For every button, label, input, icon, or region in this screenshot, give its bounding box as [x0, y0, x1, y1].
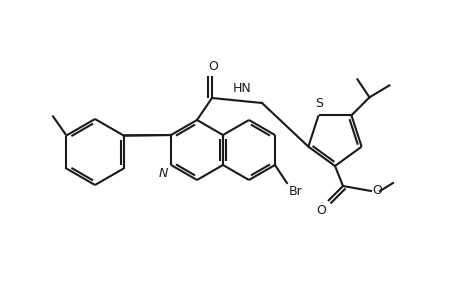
Text: O: O	[207, 60, 218, 73]
Text: O: O	[315, 204, 325, 217]
Text: N: N	[158, 167, 168, 180]
Text: S: S	[315, 97, 323, 110]
Text: HN: HN	[232, 82, 251, 95]
Text: O: O	[371, 184, 381, 196]
Text: Br: Br	[288, 185, 302, 198]
